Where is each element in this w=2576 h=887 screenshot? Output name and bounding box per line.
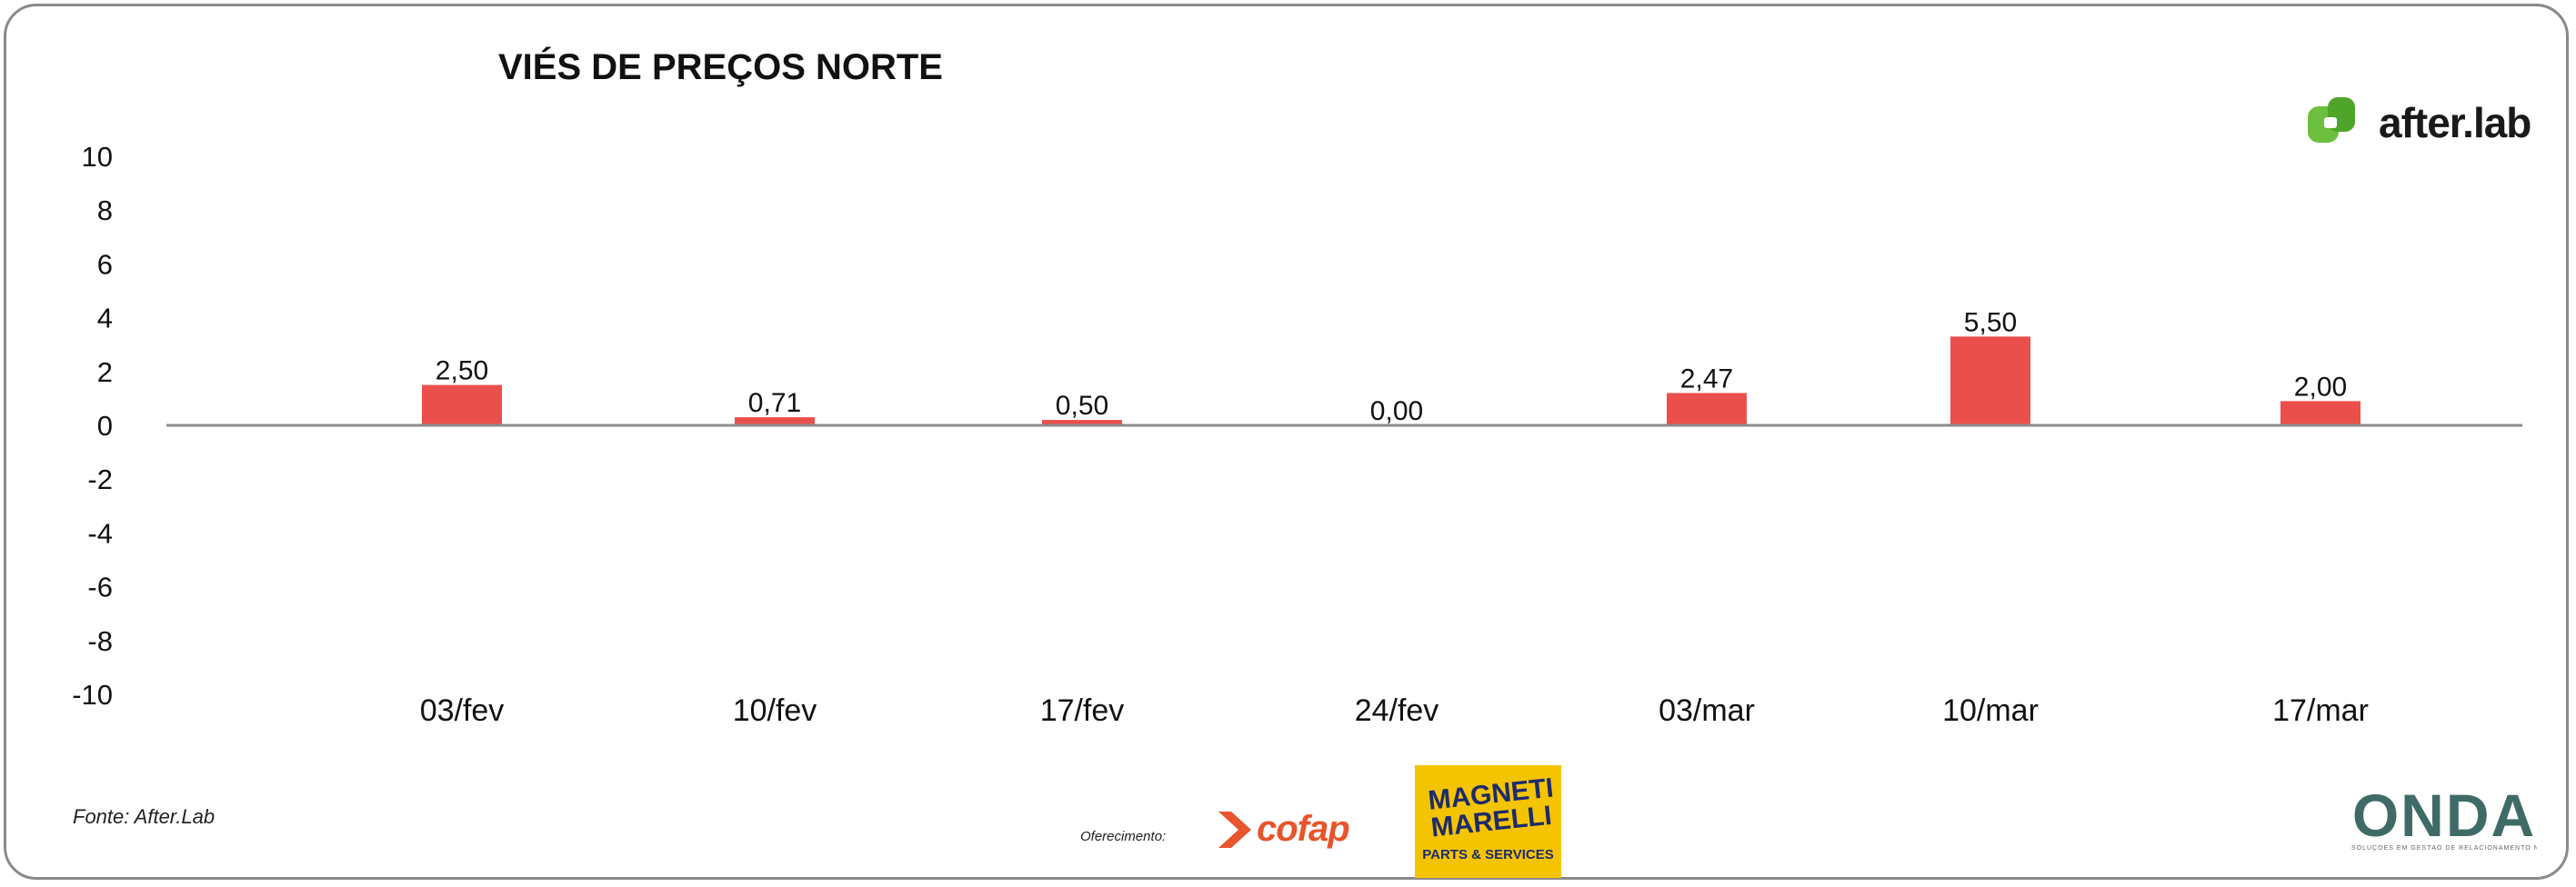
bar-10/fev [735,417,815,425]
x-tick-label: 03/mar [1659,693,1755,728]
onda-logo: ONDA SOLUÇÕES EM GESTÃO DE RELACIONAMENT… [2351,785,2537,852]
y-tick-label: 2 [97,356,113,388]
source-note: Fonte: After.Lab [73,805,216,828]
y-tick-label: -6 [87,572,113,603]
y-tick-label: -4 [87,517,113,549]
cofap-logo: cofap [1215,809,1350,850]
x-tick-label: 17/fev [1040,693,1125,728]
x-axis-labels: 03/fev 10/fev 17/fev 24/fev 03/mar 10/mar 17/m… [420,693,2369,728]
bar-10/mar [1950,336,2030,425]
bar-03/fev [422,384,502,425]
value-label: 5,50 [1964,307,2017,337]
x-tick-label: 03/fev [420,693,505,728]
onda-logo-tagline: SOLUÇÕES EM GESTÃO DE RELACIONAMENTO NO … [2351,845,2537,852]
y-axis-ticks: 10 8 6 4 2 0 -2 -4 -6 -8 -10 [72,141,113,711]
bar-17/fev [1042,420,1122,425]
cofap-logo-icon [1218,811,1251,848]
value-label: 2,00 [2294,372,2347,402]
magneti-marelli-logo: MAGNETI MARELLI PARTS & SERVICES [1415,765,1561,878]
y-tick-label: -2 [87,463,113,495]
onda-logo-text: ONDA [2351,782,2537,849]
chart-title: VIÉS DE PREÇOS NORTE [498,47,943,87]
y-tick-label: 10 [82,141,113,173]
y-tick-label: -8 [87,625,113,657]
magneti-marelli-logo-subtitle: PARTS & SERVICES [1422,846,1554,862]
sponsor-label: Oferecimento: [1080,829,1167,844]
y-tick-label: 6 [97,248,113,280]
x-tick-label: 17/mar [2272,693,2369,728]
y-tick-label: 8 [97,194,113,226]
afterlab-logo-text: after.lab [2379,99,2531,146]
afterlab-logo-icon [2308,97,2355,143]
cofap-logo-text: cofap [1257,809,1350,849]
chart-frame [4,4,2569,880]
y-tick-label: 0 [97,410,113,442]
value-label: 0,00 [1370,396,1423,426]
y-tick-label: 4 [97,303,113,334]
value-labels: 2,50 0,71 0,50 0,00 2,47 5,50 2,00 [436,307,2347,426]
y-tick-label: -10 [72,679,113,711]
bars [422,336,2360,425]
value-label: 0,71 [748,388,801,418]
bar-17/mar [2280,401,2360,425]
value-label: 0,50 [1056,391,1108,421]
x-tick-label: 10/fev [733,693,817,728]
value-label: 2,50 [436,356,488,386]
value-label: 2,47 [1680,364,1733,394]
bar-03/mar [1667,393,1747,425]
x-tick-label: 24/fev [1355,693,1439,728]
magneti-marelli-logo-name: MAGNETI MARELLI [1426,772,1555,843]
x-tick-label: 10/mar [1942,693,2039,728]
afterlab-logo: after.lab [2308,94,2531,152]
